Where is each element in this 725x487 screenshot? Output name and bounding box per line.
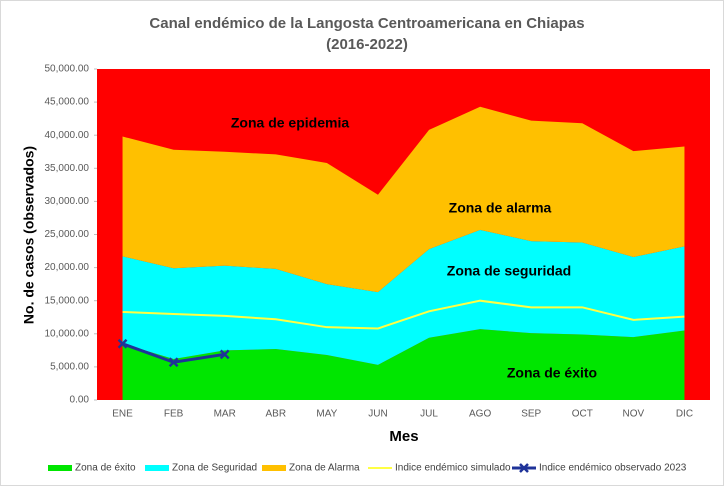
x-tick-label: OCT	[572, 409, 593, 420]
y-tick-label: 45,000.00	[45, 97, 90, 108]
chart-title: Canal endémico de la Langosta Centroamer…	[149, 15, 584, 32]
y-axis-label: No. de casos (observados)	[21, 146, 37, 324]
line	[122, 299, 685, 330]
legend-label: Zona de Seguridad	[172, 463, 257, 474]
marker	[168, 357, 179, 368]
annotation: Zona de epidemia	[231, 115, 349, 131]
marker	[117, 338, 128, 349]
x-tick-label: MAR	[214, 409, 236, 420]
y-tick-label: 0.00	[70, 395, 90, 406]
y-tick-label: 15,000.00	[45, 295, 90, 306]
y-tick-label: 40,000.00	[45, 130, 90, 141]
area	[122, 106, 685, 293]
x-tick-label: ENE	[112, 409, 133, 420]
legend-swatch	[145, 465, 169, 471]
x-axis-label: Mes	[389, 428, 418, 445]
x-tick-label: ABR	[266, 409, 287, 420]
annotation: Zona de éxito	[507, 365, 597, 381]
y-tick-label: 20,000.00	[45, 262, 90, 273]
area	[122, 329, 685, 400]
y-tick-label: 10,000.00	[45, 328, 90, 339]
area	[122, 229, 685, 365]
x-tick-label: DIC	[676, 409, 693, 420]
y-tick-label: 25,000.00	[45, 229, 90, 240]
annotation: Zona de alarma	[449, 200, 552, 216]
y-tick-label: 5,000.00	[50, 362, 89, 373]
legend-marker	[519, 463, 529, 473]
legend-swatch	[262, 465, 286, 471]
x-tick-label: AGO	[469, 409, 491, 420]
legend-label: Indice endémico simulado	[395, 463, 511, 474]
legend-label: Zona de éxito	[75, 463, 136, 474]
y-tick-label: 30,000.00	[45, 196, 90, 207]
marker	[219, 349, 230, 360]
x-tick-label: FEB	[164, 409, 184, 420]
x-tick-label: JUL	[420, 409, 438, 420]
annotation: Zona de seguridad	[447, 263, 571, 279]
y-tick-label: 50,000.00	[45, 64, 90, 75]
legend-label: Indice endémico observado 2023	[539, 463, 687, 474]
x-tick-label: NOV	[623, 409, 645, 420]
y-tick-label: 35,000.00	[45, 163, 90, 174]
legend-label: Zona de Alarma	[289, 463, 360, 474]
legend-swatch	[48, 465, 72, 471]
x-tick-label: SEP	[521, 409, 541, 420]
x-tick-label: JUN	[368, 409, 387, 420]
chart-subtitle: (2016-2022)	[326, 36, 408, 53]
x-tick-label: MAY	[316, 409, 337, 420]
